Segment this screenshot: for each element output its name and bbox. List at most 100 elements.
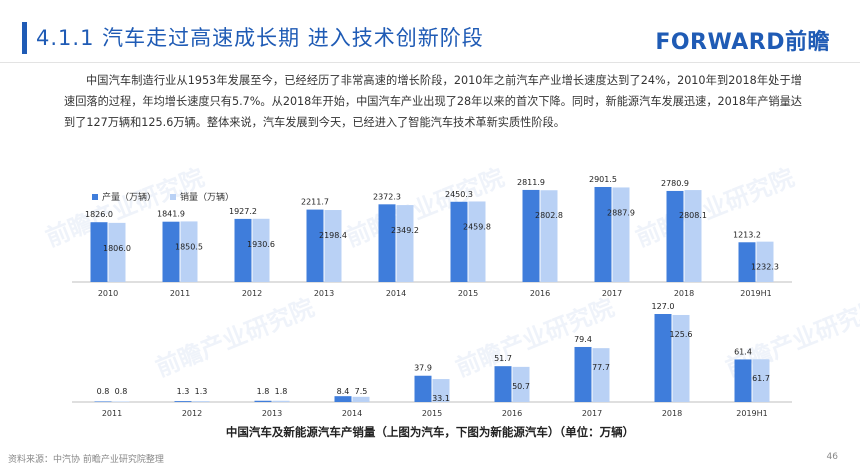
- chart-0-label-production: 1927.2: [229, 207, 257, 216]
- chart-0-bar-sales: [468, 201, 486, 282]
- chart-0-label-production: 2780.9: [661, 179, 689, 188]
- chart-0-bar-sales: [756, 241, 774, 282]
- legend-swatch-sales: [170, 193, 177, 200]
- chart-0-bar-production: [306, 209, 324, 282]
- chart-1-tick-label: 2014: [342, 409, 362, 418]
- chart-0-tick-label: 2012: [242, 289, 262, 298]
- chart-0-bar-sales: [612, 187, 630, 282]
- chart-0-bar-production: [90, 222, 108, 282]
- chart-0-tick-label: 2013: [314, 289, 334, 298]
- title-accent-bar: [22, 22, 27, 54]
- chart-1-bar-sales: [672, 314, 690, 402]
- chart-1-tick-label: 2011: [102, 409, 122, 418]
- chart-0-bar-sales: [108, 222, 126, 282]
- chart-0-bar-sales: [684, 190, 702, 282]
- chart-1-label-production: 127.0: [652, 302, 675, 311]
- chart-1-tick-label: 2012: [182, 409, 202, 418]
- chart-1-bar-production: [414, 375, 432, 402]
- chart-0-label-production: 2372.3: [373, 192, 401, 201]
- chart-1-label-production: 51.7: [494, 354, 512, 363]
- chart-0-label-sales: 1232.3: [751, 263, 779, 272]
- chart-1-bar-production: [654, 314, 672, 402]
- chart-1-label-production: 8.4: [337, 387, 350, 396]
- chart-0-label-production: 2901.5: [589, 175, 617, 184]
- chart-1-label-production: 61.4: [734, 347, 752, 356]
- chart-0-bar-sales: [252, 218, 270, 282]
- chart-1-label-sales: 1.3: [195, 387, 208, 396]
- chart-0-bar-sales: [324, 210, 342, 282]
- source-note: 资料来源：中汽协 前瞻产业研究院整理: [8, 455, 164, 465]
- chart-0-label-production: 2450.3: [445, 190, 473, 199]
- intro-paragraph: 中国汽车制造行业从1953年发展至今，已经经历了非常高速的增长阶段，2010年之…: [64, 74, 802, 129]
- chart-0-tick-label: 2019H1: [740, 289, 771, 298]
- chart-0-bar-production: [450, 201, 468, 282]
- chart-1-label-sales: 7.5: [355, 387, 368, 396]
- chart-0-label-production: 1841.9: [157, 210, 185, 219]
- chart-0-bar-sales: [180, 221, 198, 282]
- legend-swatch-production: [92, 193, 98, 200]
- chart-0-tick-label: 2017: [602, 289, 622, 298]
- chart-0-label-sales: 2349.2: [391, 226, 419, 235]
- chart-1-tick-label: 2016: [502, 409, 522, 418]
- chart-0-bar-sales: [396, 205, 414, 282]
- chart-legend: 产量（万辆） 销量（万辆）: [92, 190, 234, 203]
- chart-0-bar-production: [162, 221, 180, 282]
- chart-1-bar-production: [574, 346, 592, 402]
- brand-logo: FORWARD前瞻: [655, 30, 830, 55]
- chart-0-label-sales: 1806.0: [103, 244, 131, 253]
- chart-0-bar-production: [594, 187, 612, 282]
- chart-1-bar-production: [334, 396, 352, 402]
- chart-0-bar-production: [234, 218, 252, 282]
- chart-1-label-sales: 50.7: [512, 382, 530, 391]
- chart-0-label-production: 2211.7: [301, 198, 329, 207]
- chart-0-label-sales: 1850.5: [175, 242, 203, 251]
- chart-1-bar-production: [494, 366, 512, 402]
- chart-1-label-production: 1.8: [257, 387, 270, 396]
- chart-1-label-production: 79.4: [574, 335, 592, 344]
- chart-1-bar-production: [94, 401, 112, 402]
- chart-1-label-sales: 77.7: [592, 363, 610, 372]
- legend-label-sales: 销量（万辆）: [180, 193, 235, 203]
- chart-0-label-sales: 2459.8: [463, 222, 491, 231]
- chart-0-label-sales: 2198.4: [319, 231, 347, 240]
- chart-1-bar-sales: [432, 379, 450, 402]
- chart-0-label-sales: 2808.1: [679, 211, 707, 220]
- chart-1-label-sales: 0.8: [115, 387, 128, 396]
- chart-1-bar-production: [174, 401, 192, 402]
- chart-0-label-production: 2811.9: [517, 178, 545, 187]
- chart-1-tick-label: 2013: [262, 409, 282, 418]
- chart-1-bar-production: [254, 400, 272, 402]
- chart-1-bar-sales: [512, 366, 530, 402]
- chart-1-bar-sales: [112, 401, 130, 402]
- page-number: 46: [826, 452, 838, 462]
- chart-1-bar-sales: [752, 359, 770, 402]
- chart-0-label-production: 1213.2: [733, 230, 761, 239]
- legend-item-sales: 销量（万辆）: [170, 190, 234, 203]
- chart-0-label-production: 1826.0: [85, 210, 113, 219]
- chart-0-tick-label: 2018: [674, 289, 694, 298]
- chart-0-tick-label: 2011: [170, 289, 190, 298]
- chart-0-bar-production: [378, 204, 396, 282]
- chart-1-label-production: 37.9: [414, 364, 432, 373]
- header-divider: [0, 62, 860, 63]
- chart-0-tick-label: 2016: [530, 289, 550, 298]
- chart-0-bar-production: [666, 190, 684, 282]
- chart-1-label-sales: 1.8: [275, 387, 288, 396]
- chart-1-bar-sales: [592, 348, 610, 402]
- chart-0-tick-label: 2015: [458, 289, 478, 298]
- legend-item-production: 产量（万辆）: [92, 190, 156, 203]
- page-title: 4.1.1 汽车走过高速成长期 进入技术创新阶段: [36, 26, 484, 50]
- chart-1-tick-label: 2018: [662, 409, 682, 418]
- chart-1-tick-label: 2019H1: [736, 409, 767, 418]
- chart-1-bar-sales: [192, 401, 210, 402]
- chart-1-tick-label: 2015: [422, 409, 442, 418]
- chart-1-label-production: 1.3: [177, 387, 190, 396]
- chart-1-tick-label: 2017: [582, 409, 602, 418]
- chart-0-label-sales: 2887.9: [607, 208, 635, 217]
- chart-1-bar-sales: [352, 396, 370, 402]
- chart-0-bar-production: [522, 189, 540, 282]
- legend-label-production: 产量（万辆）: [102, 193, 157, 203]
- chart-0-label-sales: 2802.8: [535, 211, 563, 220]
- chart-0-tick-label: 2014: [386, 289, 406, 298]
